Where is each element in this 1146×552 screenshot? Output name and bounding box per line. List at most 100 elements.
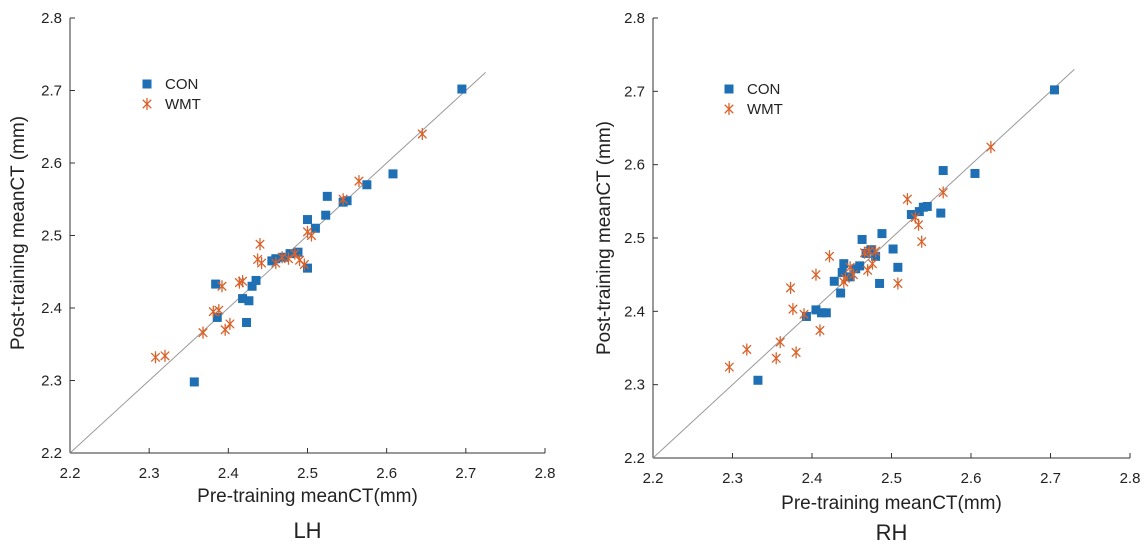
data-point-wmt [815, 324, 825, 337]
legend-marker-wmt [724, 102, 734, 116]
x-tick-label: 2.3 [722, 470, 743, 487]
data-point-wmt [917, 235, 927, 248]
data-point-con [242, 318, 252, 327]
chart-rh: 2.2 2.3 2.4 2.5 2.6 2.7 2.8 2.2 2.3 2.4 2.5 2.6 2.7 2… [594, 10, 1140, 545]
data-point-wmt [283, 252, 294, 265]
data-point-con [837, 267, 847, 277]
data-point-con [247, 281, 257, 291]
y-tick-label: 2.8 [624, 10, 645, 27]
data-point-wmt [238, 275, 248, 288]
y-tick-label: 2.8 [41, 10, 62, 27]
x-tick-label: 2.2 [60, 465, 81, 482]
x-tick-label: 2.5 [297, 465, 318, 482]
data-point-wmt [257, 256, 267, 270]
data-point-con [877, 229, 887, 239]
data-point-wmt [848, 268, 858, 281]
data-point-con [310, 223, 320, 233]
data-point-wmt [791, 346, 801, 359]
legend-label-con: CON [747, 81, 780, 98]
data-point-con [836, 288, 846, 298]
data-point-con [362, 180, 372, 190]
data-point-con [922, 201, 932, 211]
data-point-wmt [214, 304, 224, 317]
data-point-con [238, 294, 248, 304]
data-point-wmt [354, 174, 364, 188]
x-tick-label: 2.4 [802, 470, 823, 487]
data-point-wmt [864, 245, 874, 258]
data-point-con [293, 247, 303, 257]
data-point-con [244, 296, 254, 306]
data-point-con [811, 305, 821, 315]
data-point-wmt [255, 238, 265, 251]
data-point-wmt [150, 351, 161, 364]
panel-title: RH [876, 520, 908, 545]
data-point-con [303, 215, 312, 225]
data-point-con [279, 252, 289, 262]
x-tick-label: 2.8 [535, 465, 556, 482]
x-tick-label: 2.2 [643, 470, 664, 487]
data-point-wmt [217, 280, 227, 293]
data-point-con [845, 272, 855, 282]
x-tick-label: 2.7 [1040, 470, 1061, 487]
y-tick-label: 2.3 [41, 373, 62, 390]
data-point-con [285, 249, 295, 259]
data-point-wmt [225, 317, 235, 331]
y-tick-label: 2.6 [41, 155, 62, 172]
x-tick-label: 2.4 [218, 465, 239, 482]
data-point-wmt [160, 349, 170, 363]
series-wmt [150, 127, 427, 364]
data-point-con [321, 210, 331, 220]
panel-title: LH [293, 518, 321, 543]
y-tick-label: 2.6 [624, 157, 645, 174]
legend-label-wmt: WMT [747, 101, 783, 118]
data-point-wmt [811, 268, 821, 281]
x-tick-label: 2.6 [961, 470, 982, 487]
data-point-wmt [840, 272, 850, 285]
data-point-wmt [913, 218, 924, 231]
legend-marker-con [724, 84, 734, 94]
y-tick-label: 2.2 [41, 445, 62, 462]
y-axis-label: Post-training meanCT (mm) [8, 116, 29, 350]
y-tick-label: 2.7 [624, 83, 645, 100]
data-point-con [888, 244, 898, 254]
series-con [753, 85, 1059, 385]
data-point-con [855, 261, 865, 271]
legend: CON WMT [142, 76, 201, 113]
data-point-con [251, 275, 261, 285]
data-point-wmt [198, 326, 208, 339]
data-point-wmt [742, 343, 752, 356]
data-point-con [906, 210, 916, 220]
data-point-wmt [893, 277, 903, 290]
data-point-con [457, 84, 467, 94]
data-point-con [893, 262, 903, 272]
data-point-wmt [824, 250, 835, 263]
x-tick-label: 2.6 [376, 465, 397, 482]
y-axis-label: Post-training meanCT (mm) [594, 121, 615, 355]
series-con [189, 84, 467, 387]
data-point-wmt [867, 257, 877, 270]
data-point-wmt [290, 247, 300, 260]
data-point-wmt [208, 305, 218, 318]
data-point-con [189, 377, 199, 387]
data-point-con [211, 279, 221, 289]
data-point-con [829, 276, 839, 286]
data-point-con [212, 312, 222, 322]
data-point-wmt [299, 258, 309, 271]
y-tick-label: 2.5 [41, 228, 62, 245]
data-point-wmt [306, 229, 316, 242]
data-point-wmt [938, 186, 948, 199]
data-point-wmt [799, 308, 809, 321]
x-tick-label: 2.3 [139, 465, 160, 482]
data-point-wmt [859, 246, 870, 259]
data-point-con [1049, 85, 1059, 95]
data-point-wmt [220, 323, 230, 336]
data-point-wmt [771, 352, 781, 365]
data-point-con [322, 191, 332, 201]
data-point-con [753, 375, 763, 385]
x-axis-label: Pre-training meanCT(mm) [781, 493, 1002, 514]
x-tick-label: 2.5 [881, 470, 902, 487]
data-point-wmt [788, 302, 798, 316]
data-point-wmt [417, 127, 427, 141]
